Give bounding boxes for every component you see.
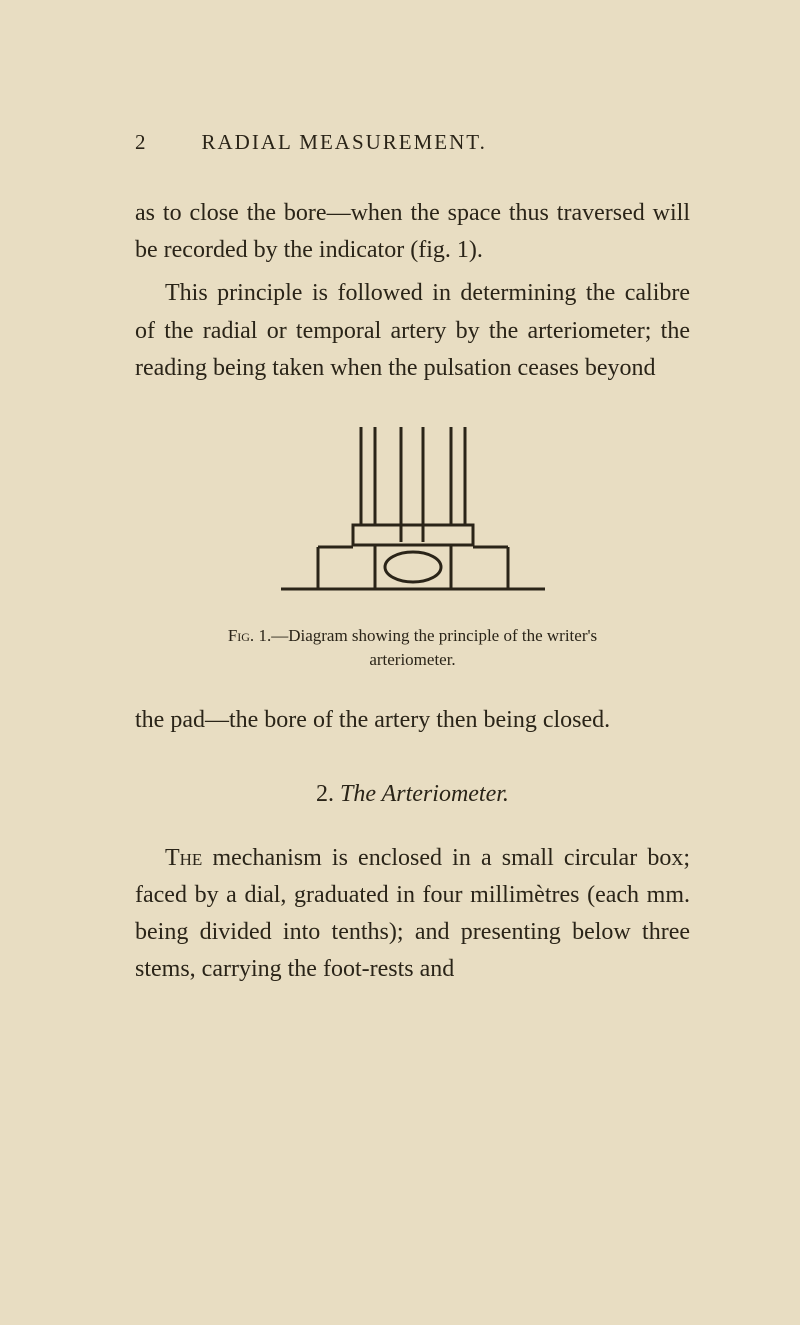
paragraph-4: The mechanism is enclosed in a small cir… — [135, 840, 690, 989]
figure-caption-lead: Fig. — [228, 626, 254, 645]
para4-rest: mechanism is enclosed in a small circula… — [135, 845, 690, 983]
paragraph-1: as to close the bore—when the space thus… — [135, 195, 690, 269]
running-header: RADIAL MEASUREMENT. — [202, 130, 487, 155]
section-heading: 2. The Arteriometer. — [135, 781, 690, 808]
section-title: The Arteriometer. — [340, 781, 509, 807]
arteriometer-diagram-icon — [263, 417, 563, 607]
para4-lead: The — [165, 845, 202, 871]
section-number: 2. — [316, 781, 334, 807]
paragraph-2: This principle is followed in determinin… — [135, 275, 690, 387]
figure-1 — [135, 417, 690, 612]
paragraph-3: the pad—the bore of the artery then bein… — [135, 702, 690, 739]
figure-caption-text: 1.—Diagram showing the principle of the … — [254, 626, 597, 669]
figure-caption: Fig. 1.—Diagram showing the principle of… — [191, 624, 635, 672]
page-number: 2 — [135, 130, 147, 155]
